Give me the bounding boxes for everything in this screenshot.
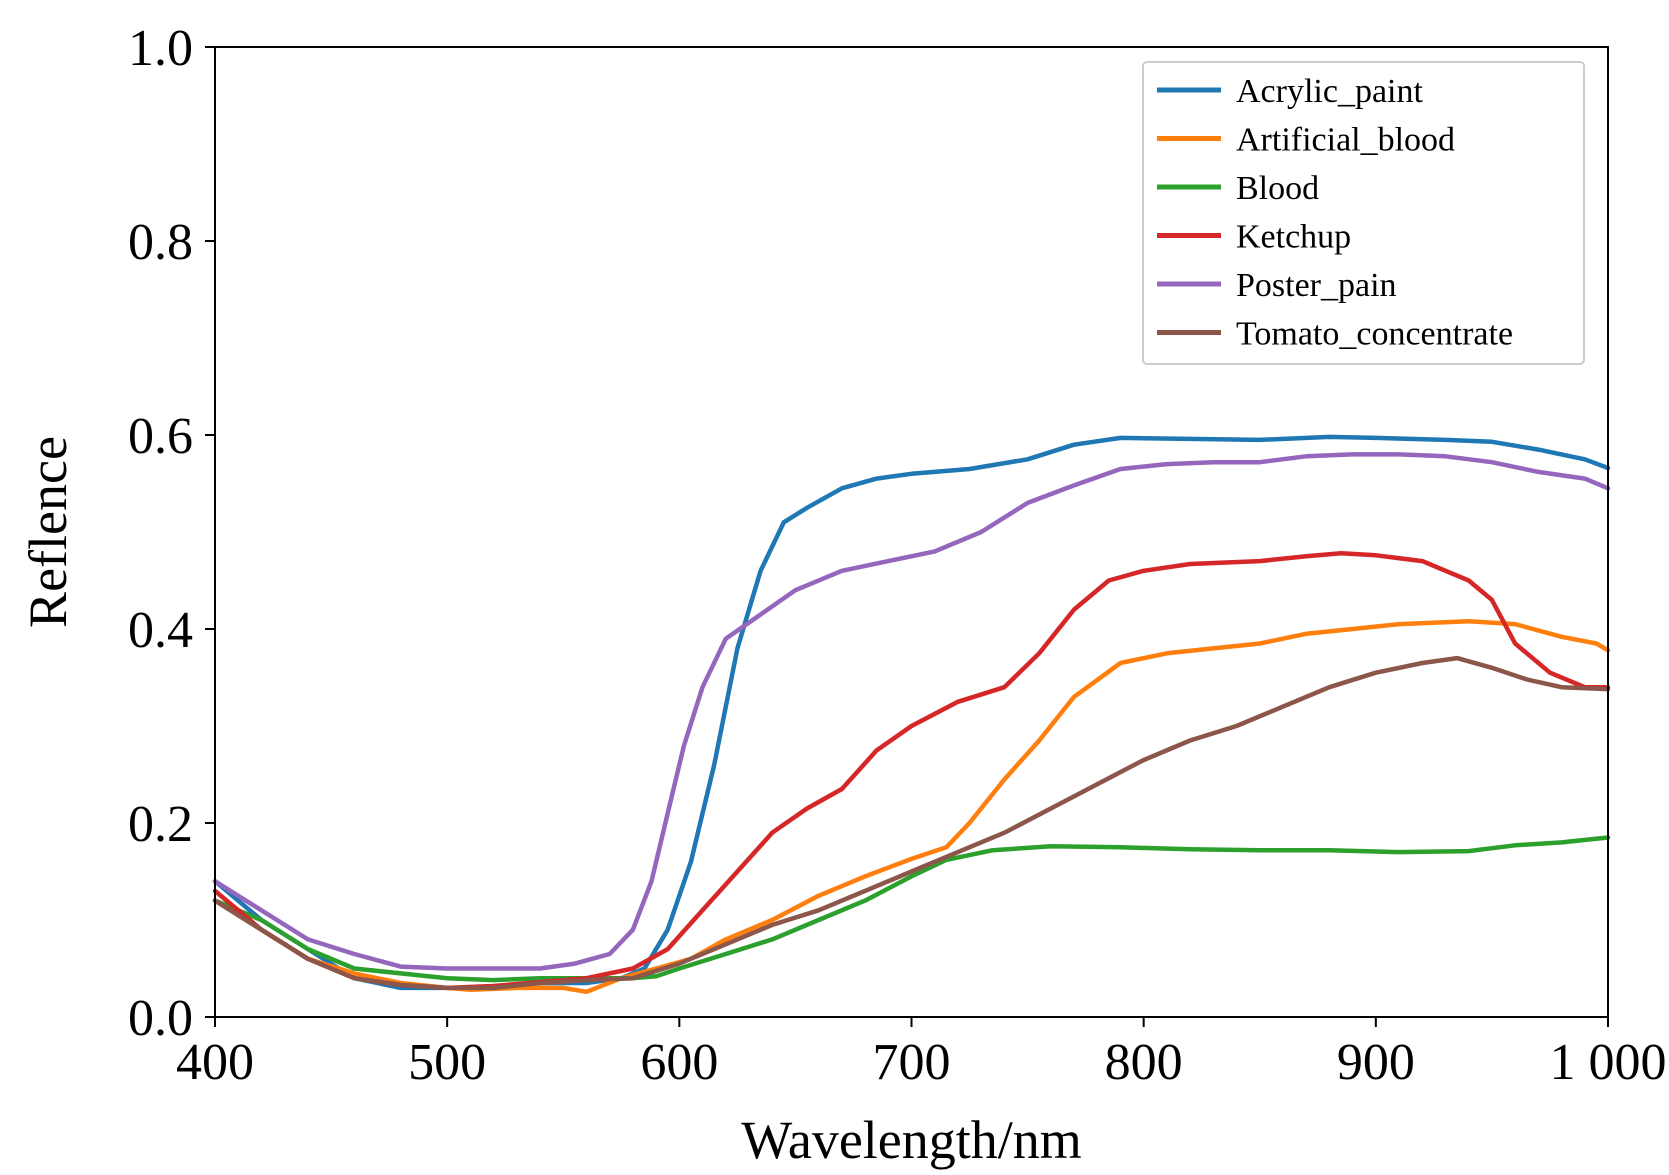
series-line-poster-pain [212,452,1611,971]
ticks-layer: 400 500 600 700 800 900 1 000 0.0 0.2 0.4 0.6 0.8 1.… [128,20,1667,1091]
legend: Acrylic_paint Artificial_blood Blood Ketchu… [1142,61,1585,365]
x-tick-label: 600 [640,1034,718,1091]
x-tick-label: 700 [873,1034,951,1091]
y-tick-label: 0.0 [128,990,193,1047]
legend-item: Acrylic_paint [1157,73,1423,110]
y-tick-label: 0.8 [128,214,193,271]
series-line-tomato-concentrate [212,655,1611,991]
legend-item: Blood [1157,170,1319,207]
y-tick-label: 1.0 [128,20,193,77]
x-axis-title: Wavelength/nm [741,1110,1082,1170]
y-tick-label: 0.2 [128,796,193,853]
y-axis-title: Reflence [18,436,78,628]
series-line-ketchup [212,551,1611,991]
legend-label: Tomato_concentrate [1236,316,1513,353]
legend-label: Artificial_blood [1236,122,1455,159]
y-tick-label: 0.6 [128,408,193,465]
legend-item: Tomato_concentrate [1157,316,1513,353]
series-line-blood [212,835,1611,983]
x-tick-label: 400 [176,1034,254,1091]
legend-box [1142,61,1585,365]
legend-label: Acrylic_paint [1236,73,1423,110]
series-line-acrylic-paint [212,434,1611,991]
series-line-artificial-blood [212,618,1611,995]
legend-items: Acrylic_paint Artificial_blood Blood Ketchu… [1157,73,1513,353]
legend-label: Blood [1236,170,1319,207]
legend-item: Ketchup [1157,219,1351,256]
x-tick-label: 1 000 [1550,1034,1667,1091]
x-tick-label: 900 [1337,1034,1415,1091]
series-layer [212,434,1611,995]
y-tick-label: 0.4 [128,602,193,659]
legend-item: Poster_pain [1157,267,1397,304]
legend-label: Ketchup [1236,219,1351,256]
legend-item: Artificial_blood [1157,122,1455,159]
legend-label: Poster_pain [1236,267,1397,304]
x-tick-label: 800 [1105,1034,1183,1091]
x-tick-label: 500 [408,1034,486,1091]
